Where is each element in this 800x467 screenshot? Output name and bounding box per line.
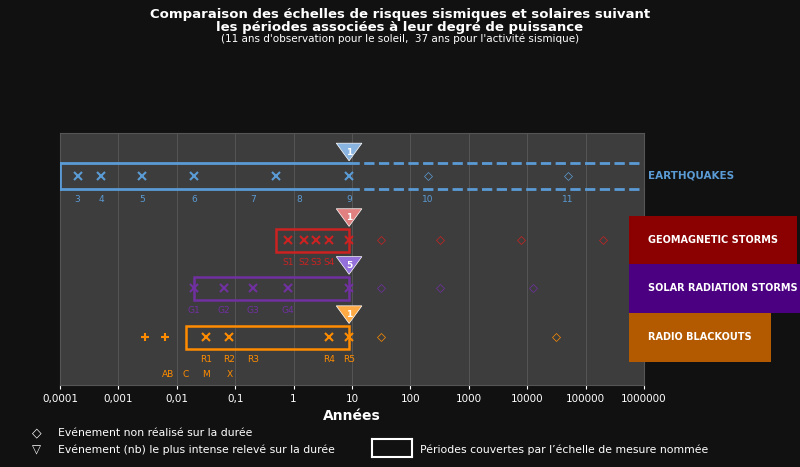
Text: G4: G4 [282,306,294,315]
Text: 8: 8 [297,195,302,204]
Text: R2: R2 [223,355,235,364]
Text: Périodes couvertes par l’échelle de mesure nommée: Périodes couvertes par l’échelle de mesu… [420,445,708,455]
Text: G1: G1 [188,306,201,315]
Text: R3: R3 [246,355,258,364]
Text: 1: 1 [346,213,352,222]
Bar [194,277,349,299]
Text: M: M [202,370,210,379]
Text: G2: G2 [218,306,230,315]
Text: Evénement (nb) le plus intense relevé sur la durée: Evénement (nb) le plus intense relevé su… [58,445,334,455]
Text: ▽: ▽ [32,444,41,457]
Text: 9: 9 [346,195,352,204]
Text: S4: S4 [323,258,334,267]
Bar [186,326,349,349]
Text: RADIO BLACKOUTS: RADIO BLACKOUTS [648,333,752,342]
Text: Evénement non réalisé sur la durée: Evénement non réalisé sur la durée [58,428,252,439]
Text: les périodes associées à leur degré de puissance: les périodes associées à leur degré de p… [217,21,583,34]
Text: S5: S5 [343,258,355,267]
Text: 1: 1 [346,148,352,156]
Text: R1: R1 [200,355,212,364]
Text: AB: AB [162,370,174,379]
Text: SOLAR RADIATION STORMS: SOLAR RADIATION STORMS [648,283,798,293]
Polygon shape [336,143,362,161]
Text: 10: 10 [422,195,434,204]
Text: 5: 5 [139,195,145,204]
Polygon shape [336,257,362,274]
Text: G5: G5 [342,306,355,315]
Text: S1: S1 [282,258,294,267]
Text: X: X [226,370,233,379]
Text: S2: S2 [298,258,310,267]
Text: EARTHQUAKES: EARTHQUAKES [648,171,734,181]
Text: GEOMAGNETIC STORMS: GEOMAGNETIC STORMS [648,235,778,245]
Text: S3: S3 [310,258,322,267]
Text: 11: 11 [562,195,574,204]
Polygon shape [336,209,362,226]
Text: R4: R4 [322,355,334,364]
Text: 3: 3 [74,195,80,204]
Text: R5: R5 [343,355,355,364]
Text: 7: 7 [250,195,255,204]
Text: G3: G3 [246,306,259,315]
Text: C: C [182,370,189,379]
Text: 1: 1 [346,310,352,319]
Text: Comparaison des échelles de risques sismiques et solaires suivant: Comparaison des échelles de risques sism… [150,8,650,21]
Text: 4: 4 [98,195,104,204]
Polygon shape [336,306,362,324]
X-axis label: Années: Années [323,409,381,423]
Text: (11 ans d'observation pour le soleil,  37 ans pour l'activité sismique): (11 ans d'observation pour le soleil, 37… [221,34,579,44]
Bar [276,229,349,252]
Text: ◇: ◇ [32,427,42,440]
Text: 6: 6 [191,195,197,204]
Text: 5: 5 [346,261,352,270]
